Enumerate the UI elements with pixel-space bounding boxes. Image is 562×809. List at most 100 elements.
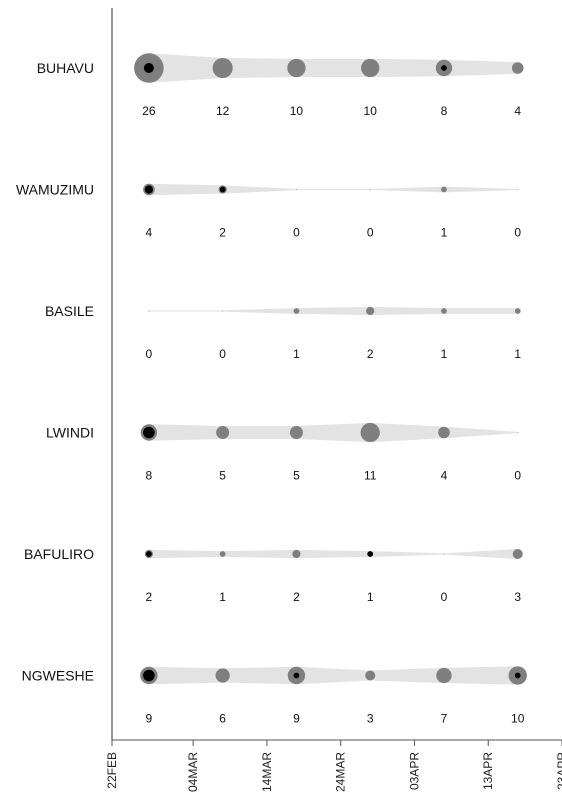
connector-band xyxy=(370,667,444,684)
inner-bubble xyxy=(145,551,152,557)
series-row-ngweshe: NGWESHE 9 6 9 3 7 10 xyxy=(22,666,527,726)
data-label: 2 xyxy=(146,590,153,604)
connector-band xyxy=(296,58,371,78)
connector-band xyxy=(222,185,297,194)
connector-band xyxy=(296,422,371,443)
data-label: 7 xyxy=(441,712,448,726)
connector-band xyxy=(370,306,444,316)
row-label: WAMUZIMU xyxy=(16,182,94,198)
connector-band xyxy=(296,549,371,559)
row-label: BAFULIRO xyxy=(24,546,94,562)
data-label: 4 xyxy=(441,469,448,483)
data-label: 4 xyxy=(146,226,153,240)
inner-bubble xyxy=(367,551,374,557)
connector-band xyxy=(222,308,297,314)
data-label: 1 xyxy=(441,347,448,361)
inner-bubble xyxy=(293,672,300,679)
bubble xyxy=(369,188,371,191)
bubble xyxy=(293,308,300,314)
row-label: LWINDI xyxy=(46,425,94,441)
connector-band xyxy=(222,426,297,439)
inner-bubble xyxy=(143,669,155,682)
data-label: 2 xyxy=(293,590,300,604)
data-label: 3 xyxy=(514,590,521,604)
bubble xyxy=(287,58,306,78)
connector-band xyxy=(296,306,371,316)
connector-band xyxy=(443,426,518,439)
bubble xyxy=(436,667,452,684)
data-label: 2 xyxy=(367,347,374,361)
connector-band xyxy=(148,666,223,685)
data-label: 0 xyxy=(514,226,521,240)
connector-band xyxy=(443,308,518,314)
data-label: 0 xyxy=(441,590,448,604)
series-row-wamuzimu: WAMUZIMU 4 2 0 0 1 0 xyxy=(16,182,521,240)
connector-band xyxy=(148,310,223,312)
data-label: 1 xyxy=(219,590,226,604)
connector-band xyxy=(222,549,297,559)
x-tick-label: 23APR xyxy=(555,752,562,790)
data-label: 3 xyxy=(367,712,374,726)
bubble xyxy=(517,188,519,191)
data-label: 0 xyxy=(219,347,226,361)
series-row-bafuliro: BAFULIRO 2 1 2 1 0 3 xyxy=(24,546,523,604)
x-tick-label: 03APR xyxy=(407,752,421,790)
data-label: 1 xyxy=(293,347,300,361)
data-label: 10 xyxy=(290,104,304,118)
inner-bubble xyxy=(514,672,521,679)
data-label: 5 xyxy=(219,469,226,483)
row-label: NGWESHE xyxy=(22,668,94,684)
connector-band xyxy=(296,188,371,191)
bubble xyxy=(361,58,380,78)
connector-band xyxy=(370,551,444,557)
x-tick-label: 13APR xyxy=(481,752,495,790)
connector-band xyxy=(296,666,371,685)
data-label: 10 xyxy=(364,104,378,118)
x-tick-label: 04MAR xyxy=(186,752,200,792)
bubble xyxy=(148,310,150,312)
data-label: 0 xyxy=(367,226,374,240)
data-label: 2 xyxy=(219,226,226,240)
inner-bubble xyxy=(219,186,226,193)
data-label: 8 xyxy=(441,104,448,118)
data-label: 9 xyxy=(293,712,300,726)
data-label: 26 xyxy=(142,104,156,118)
bubble xyxy=(441,308,447,314)
row-label: BASILE xyxy=(45,303,94,319)
data-label: 12 xyxy=(216,104,230,118)
bubble xyxy=(443,553,445,555)
bubble xyxy=(212,57,233,79)
bubble xyxy=(365,670,376,681)
bubble xyxy=(517,431,519,434)
data-label: 6 xyxy=(219,712,226,726)
row-label: BUHAVU xyxy=(37,60,94,76)
bubble xyxy=(360,422,380,443)
inner-bubble xyxy=(144,185,153,194)
connector-band xyxy=(443,186,518,193)
connector-band xyxy=(443,666,518,685)
series-row-buhavu: BUHAVU 26 12 10 10 8 4 xyxy=(37,53,524,118)
bubble xyxy=(289,426,303,439)
bubble xyxy=(216,426,230,439)
connector-band xyxy=(370,58,444,78)
connector-band xyxy=(148,424,223,441)
series-row-lwindi: LWINDI 8 5 5 11 4 0 xyxy=(46,422,521,483)
data-label: 10 xyxy=(511,712,525,726)
connector-band xyxy=(222,666,297,685)
connector-band xyxy=(443,548,518,560)
series-row-basile: BASILE 0 0 1 2 1 1 xyxy=(45,303,521,361)
bubble xyxy=(366,306,375,316)
data-label: 0 xyxy=(146,347,153,361)
data-label: 5 xyxy=(293,469,300,483)
inner-bubble xyxy=(441,65,447,71)
bubble xyxy=(514,308,521,314)
data-label: 0 xyxy=(293,226,300,240)
connector-band xyxy=(222,57,297,79)
data-label: 0 xyxy=(514,469,521,483)
bubble xyxy=(295,188,298,191)
data-label: 1 xyxy=(441,226,448,240)
connector-band xyxy=(148,183,223,196)
connector-band xyxy=(370,422,444,443)
data-label: 11 xyxy=(364,469,377,483)
